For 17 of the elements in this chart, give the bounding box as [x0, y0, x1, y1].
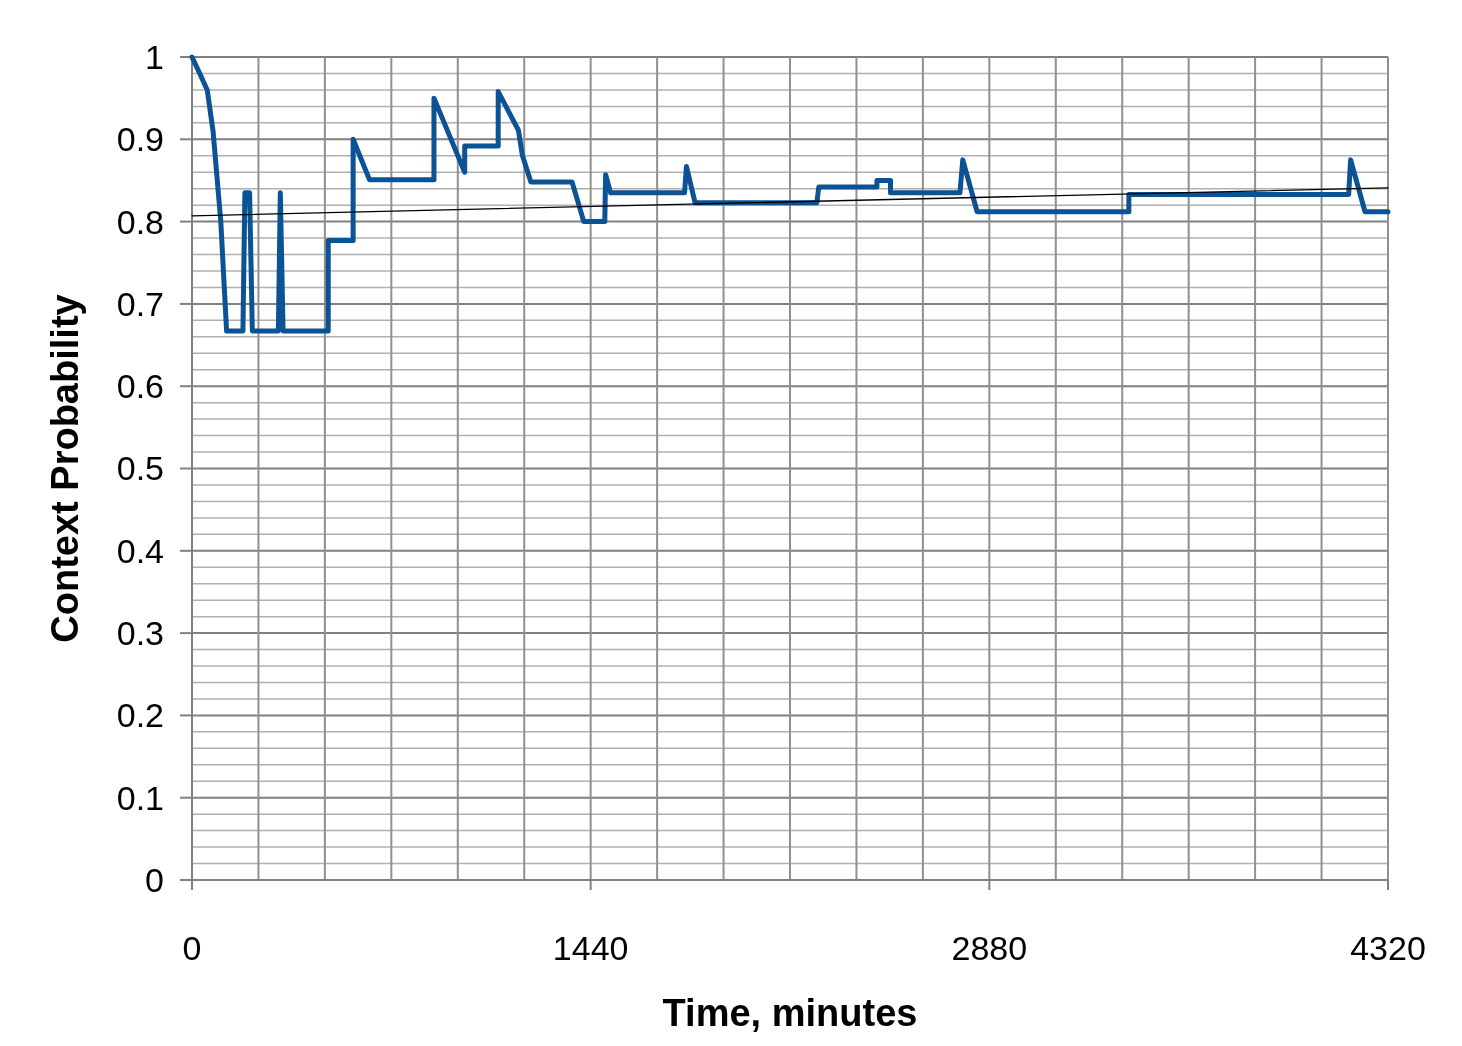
y-tick-label: 0.9	[116, 120, 164, 159]
y-tick-label: 0	[145, 860, 164, 899]
y-tick-label: 0.2	[116, 696, 164, 735]
y-tick-label: 0.7	[116, 284, 164, 323]
y-tick-label: 0.3	[116, 614, 164, 652]
y-tick-label: 0.5	[116, 449, 164, 488]
y-tick-label: 0.8	[116, 202, 164, 241]
x-axis-title: Time, minutes	[662, 992, 918, 1034]
x-tick-label: 2880	[951, 929, 1028, 967]
y-tick-label: 0.4	[116, 531, 164, 570]
x-tick-label: 1440	[552, 929, 629, 967]
y-tick-label: 0.1	[116, 778, 164, 817]
y-axis-title: Context Probability	[44, 294, 86, 643]
y-tick-label: 1	[145, 37, 164, 76]
x-tick-label: 0	[182, 929, 202, 967]
y-tick-label: 0.6	[116, 367, 164, 406]
x-tick-label: 4320	[1350, 929, 1426, 967]
